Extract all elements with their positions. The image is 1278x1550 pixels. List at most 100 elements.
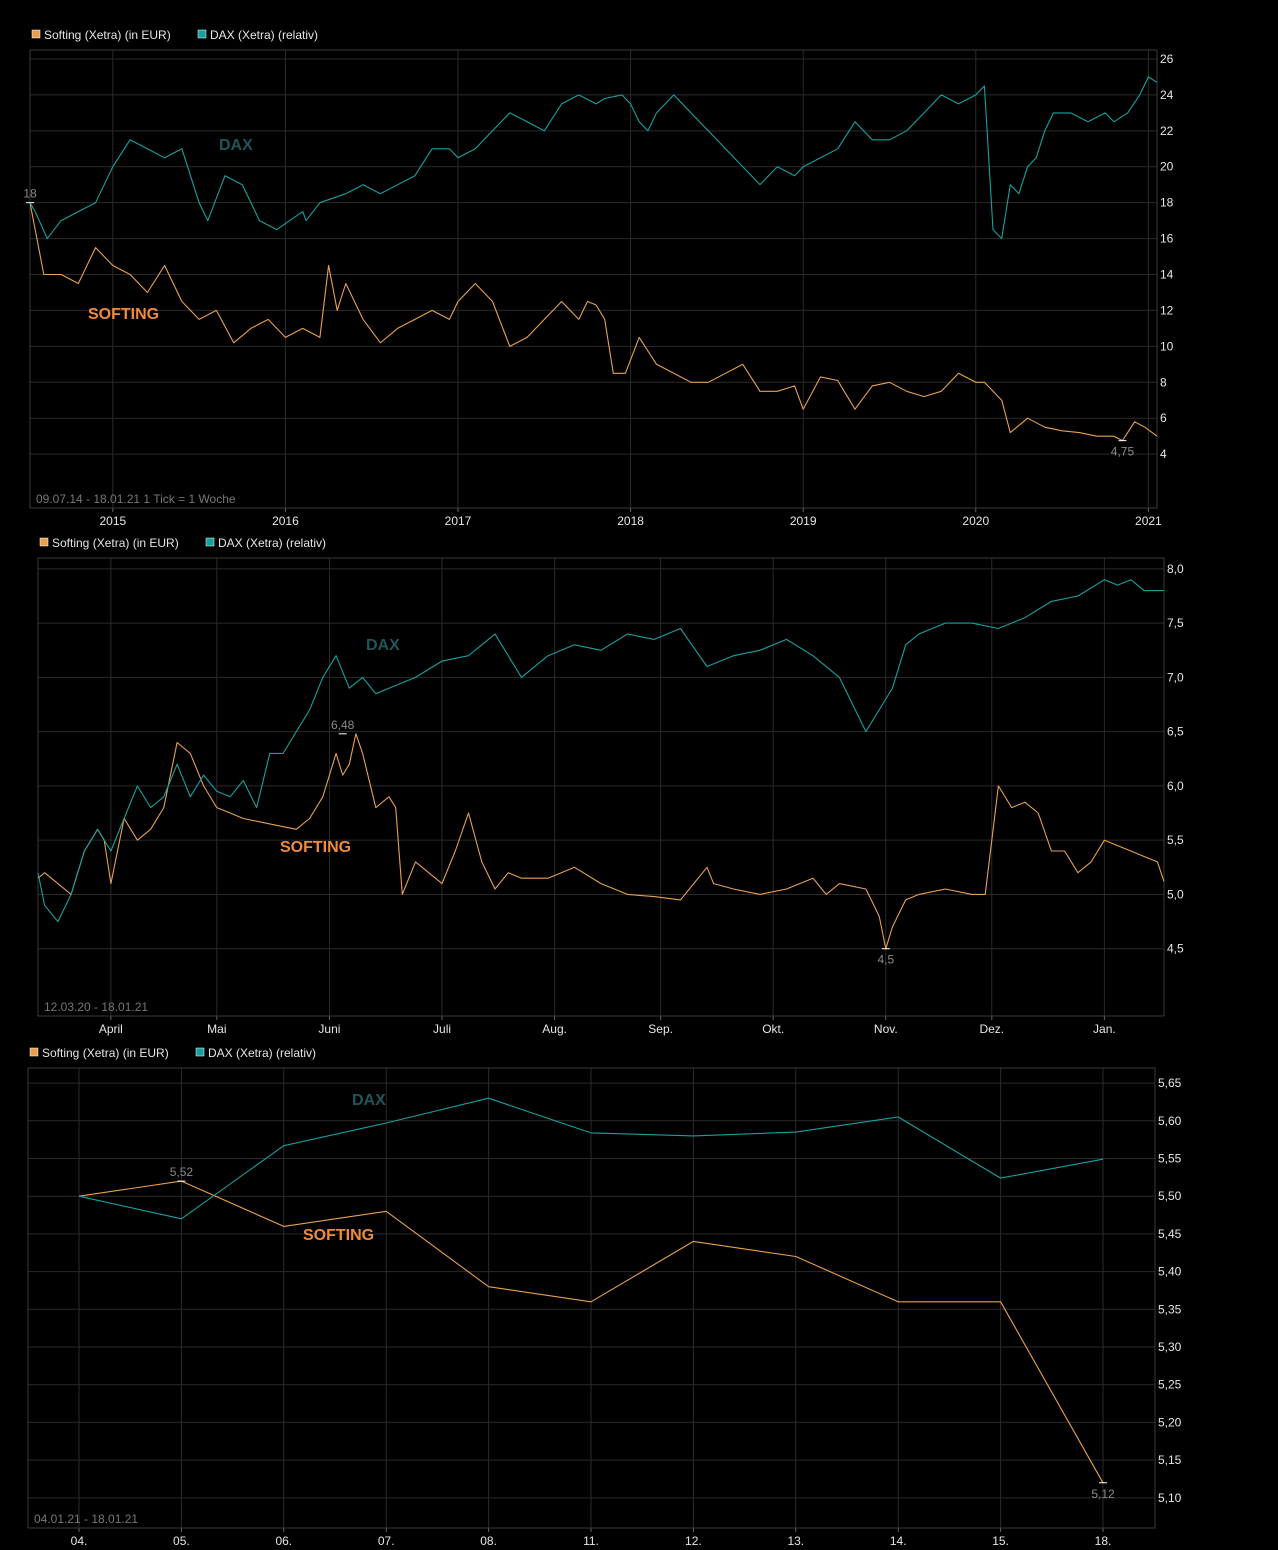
series-tag-softing: SOFTING [88, 306, 159, 323]
x-tick-label: Dez. [979, 1022, 1004, 1036]
y-tick-label: 6,5 [1167, 725, 1184, 739]
y-tick-label: 6,0 [1167, 779, 1184, 793]
series-tag-softing: SOFTING [303, 1227, 374, 1244]
x-tick-label: 06. [275, 1534, 292, 1548]
y-tick-label: 5,10 [1158, 1491, 1182, 1505]
series-tag-softing: SOFTING [280, 839, 351, 856]
y-tick-label: 6 [1160, 411, 1167, 425]
y-tick-label: 5,0 [1167, 887, 1184, 901]
series-line-dax [37, 579, 1164, 923]
y-tick-label: 7,0 [1167, 670, 1184, 684]
x-tick-label: 18. [1095, 1534, 1112, 1548]
x-tick-label: 2017 [445, 514, 472, 528]
y-tick-label: 10 [1160, 339, 1174, 353]
x-tick-label: 2020 [962, 514, 989, 528]
y-tick-label: 4 [1160, 447, 1167, 461]
y-tick-label: 18 [1160, 196, 1174, 210]
y-tick-label: 5,40 [1158, 1265, 1182, 1279]
series-line-softing [37, 733, 1165, 950]
plot-frame [37, 557, 1165, 1017]
y-tick-label: 26 [1160, 52, 1174, 66]
x-tick-label: Juni [318, 1022, 340, 1036]
y-tick-label: 14 [1160, 268, 1174, 282]
y-tick-label: 20 [1160, 160, 1174, 174]
y-tick-label: 5,5 [1167, 833, 1184, 847]
y-tick-label: 5,65 [1158, 1076, 1182, 1090]
chart-long-term: Softing (Xetra) (in EUR) DAX (Xetra) (rel… [23, 28, 1174, 528]
y-tick-label: 7,5 [1167, 616, 1184, 630]
x-tick-label: Mai [207, 1022, 226, 1036]
y-tick-label: 16 [1160, 232, 1174, 246]
extreme-label: 5,52 [170, 1165, 194, 1179]
y-tick-label: 12 [1160, 303, 1174, 317]
x-tick-label: 05. [173, 1534, 190, 1548]
chart-panel-long-term: Softing (Xetra) (in EUR) DAX (Xetra) (rel… [0, 25, 1278, 530]
x-tick-label: Jan. [1093, 1022, 1116, 1036]
series-tag-dax: DAX [219, 137, 253, 154]
y-tick-label: 5,30 [1158, 1340, 1182, 1354]
x-tick-label: 2019 [790, 514, 817, 528]
y-tick-label: 5,15 [1158, 1453, 1182, 1467]
x-tick-label: April [99, 1022, 123, 1036]
x-tick-label: 2015 [99, 514, 126, 528]
legend-label-dax: DAX (Xetra) (relativ) [210, 28, 318, 42]
legend-label-dax: DAX (Xetra) (relativ) [208, 1046, 316, 1060]
y-tick-label: 5,55 [1158, 1151, 1182, 1165]
x-tick-label: 15. [992, 1534, 1009, 1548]
extreme-label: 18 [23, 187, 37, 201]
x-tick-label: 04. [71, 1534, 88, 1548]
legend-label-softing: Softing (Xetra) (in EUR) [52, 536, 179, 550]
x-tick-label: 2016 [272, 514, 299, 528]
series-line-softing [29, 202, 1158, 442]
x-tick-label: Sep. [648, 1022, 673, 1036]
x-tick-label: 14. [890, 1534, 907, 1548]
x-tick-label: 13. [787, 1534, 804, 1548]
legend-swatch-softing [29, 1047, 39, 1057]
y-tick-label: 8,0 [1167, 562, 1184, 576]
x-tick-label: Nov. [874, 1022, 898, 1036]
series-tag-dax: DAX [366, 637, 400, 654]
y-tick-label: 5,20 [1158, 1415, 1182, 1429]
x-tick-label: Aug. [542, 1022, 567, 1036]
x-tick-label: 2021 [1135, 514, 1162, 528]
range-label: 12.03.20 - 18.01.21 [44, 1000, 148, 1014]
series-line-softing [78, 1180, 1104, 1484]
legend-swatch-dax [205, 537, 215, 547]
legend-label-dax: DAX (Xetra) (relativ) [218, 536, 326, 550]
extreme-label: 4,5 [877, 953, 894, 967]
plot-frame [27, 1067, 1156, 1529]
series-line-dax [29, 76, 1158, 240]
x-tick-label: 08. [480, 1534, 497, 1548]
y-tick-label: 5,50 [1158, 1189, 1182, 1203]
chart-panel-one-year: Softing (Xetra) (in EUR) DAX (Xetra) (rel… [0, 533, 1278, 1038]
y-tick-label: 5,45 [1158, 1227, 1182, 1241]
x-tick-label: 2018 [617, 514, 644, 528]
chart-one-year: Softing (Xetra) (in EUR) DAX (Xetra) (rel… [37, 536, 1184, 1036]
y-tick-label: 5,60 [1158, 1114, 1182, 1128]
legend-swatch-dax [197, 29, 207, 39]
series-line-dax [78, 1097, 1104, 1220]
x-tick-label: 11. [583, 1534, 599, 1548]
y-tick-label: 8 [1160, 375, 1167, 389]
series-tag-dax: DAX [352, 1092, 386, 1109]
y-tick-label: 5,25 [1158, 1378, 1182, 1392]
legend-swatch-softing [31, 29, 41, 39]
plot-frame [29, 49, 1158, 509]
x-tick-label: 12. [685, 1534, 702, 1548]
y-tick-label: 24 [1160, 88, 1174, 102]
legend-label-softing: Softing (Xetra) (in EUR) [44, 28, 171, 42]
chart-panel-two-weeks: Softing (Xetra) (in EUR) DAX (Xetra) (rel… [0, 1043, 1278, 1548]
x-tick-label: Juli [433, 1022, 451, 1036]
legend-swatch-softing [39, 537, 49, 547]
range-label: 09.07.14 - 18.01.21 1 Tick = 1 Woche [36, 492, 236, 506]
legend-swatch-dax [195, 1047, 205, 1057]
legend-label-softing: Softing (Xetra) (in EUR) [42, 1046, 169, 1060]
y-tick-label: 4,5 [1167, 942, 1184, 956]
chart-two-weeks: Softing (Xetra) (in EUR) DAX (Xetra) (rel… [27, 1046, 1182, 1548]
range-label: 04.01.21 - 18.01.21 [34, 1512, 138, 1526]
x-tick-label: Okt. [762, 1022, 784, 1036]
x-tick-label: 07. [378, 1534, 395, 1548]
y-tick-label: 5,35 [1158, 1302, 1182, 1316]
extreme-label: 5,12 [1091, 1487, 1115, 1501]
extreme-label: 6,48 [331, 718, 355, 732]
